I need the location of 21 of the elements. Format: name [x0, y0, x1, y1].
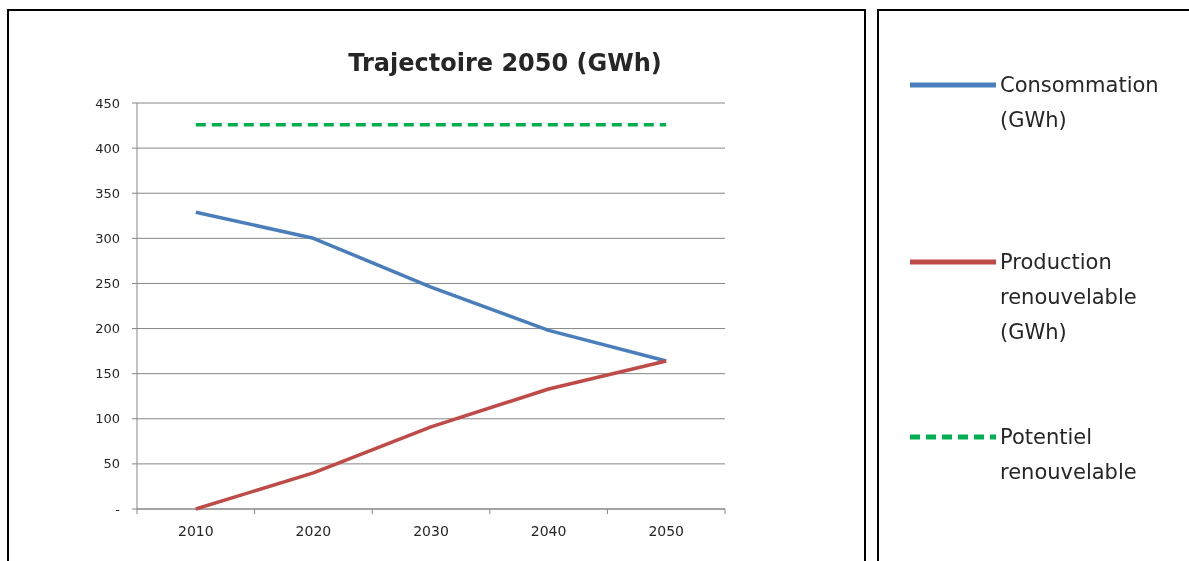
y-tick-label: 250 — [95, 275, 120, 291]
y-tick-label: - — [115, 501, 121, 517]
chart-title: Trajectoire 2050 (GWh) — [348, 49, 662, 77]
x-tick-label: 2020 — [295, 523, 332, 539]
y-tick-label: 450 — [95, 95, 120, 111]
legend-label: Potentiel renouvelable — [1000, 425, 1137, 485]
legend-label: Consommation (GWh) — [1000, 73, 1159, 133]
y-tick-label: 50 — [103, 456, 120, 472]
x-tick-label: 2050 — [648, 523, 685, 539]
y-tick-label: 350 — [95, 185, 120, 201]
y-tick-label: 300 — [95, 230, 120, 246]
legend-label: Production renouvelable (GWh) — [1000, 250, 1137, 345]
line-series — [194, 210, 668, 363]
y-tick-label: 100 — [95, 411, 120, 427]
y-tick-label: 200 — [95, 321, 120, 337]
x-tick-label: 2010 — [177, 523, 214, 539]
x-tick-label: 2030 — [413, 523, 449, 539]
y-tick-label: 150 — [95, 366, 120, 382]
line-series — [194, 359, 668, 511]
y-tick-label: 400 — [95, 140, 120, 156]
x-tick-label: 2040 — [530, 523, 567, 539]
